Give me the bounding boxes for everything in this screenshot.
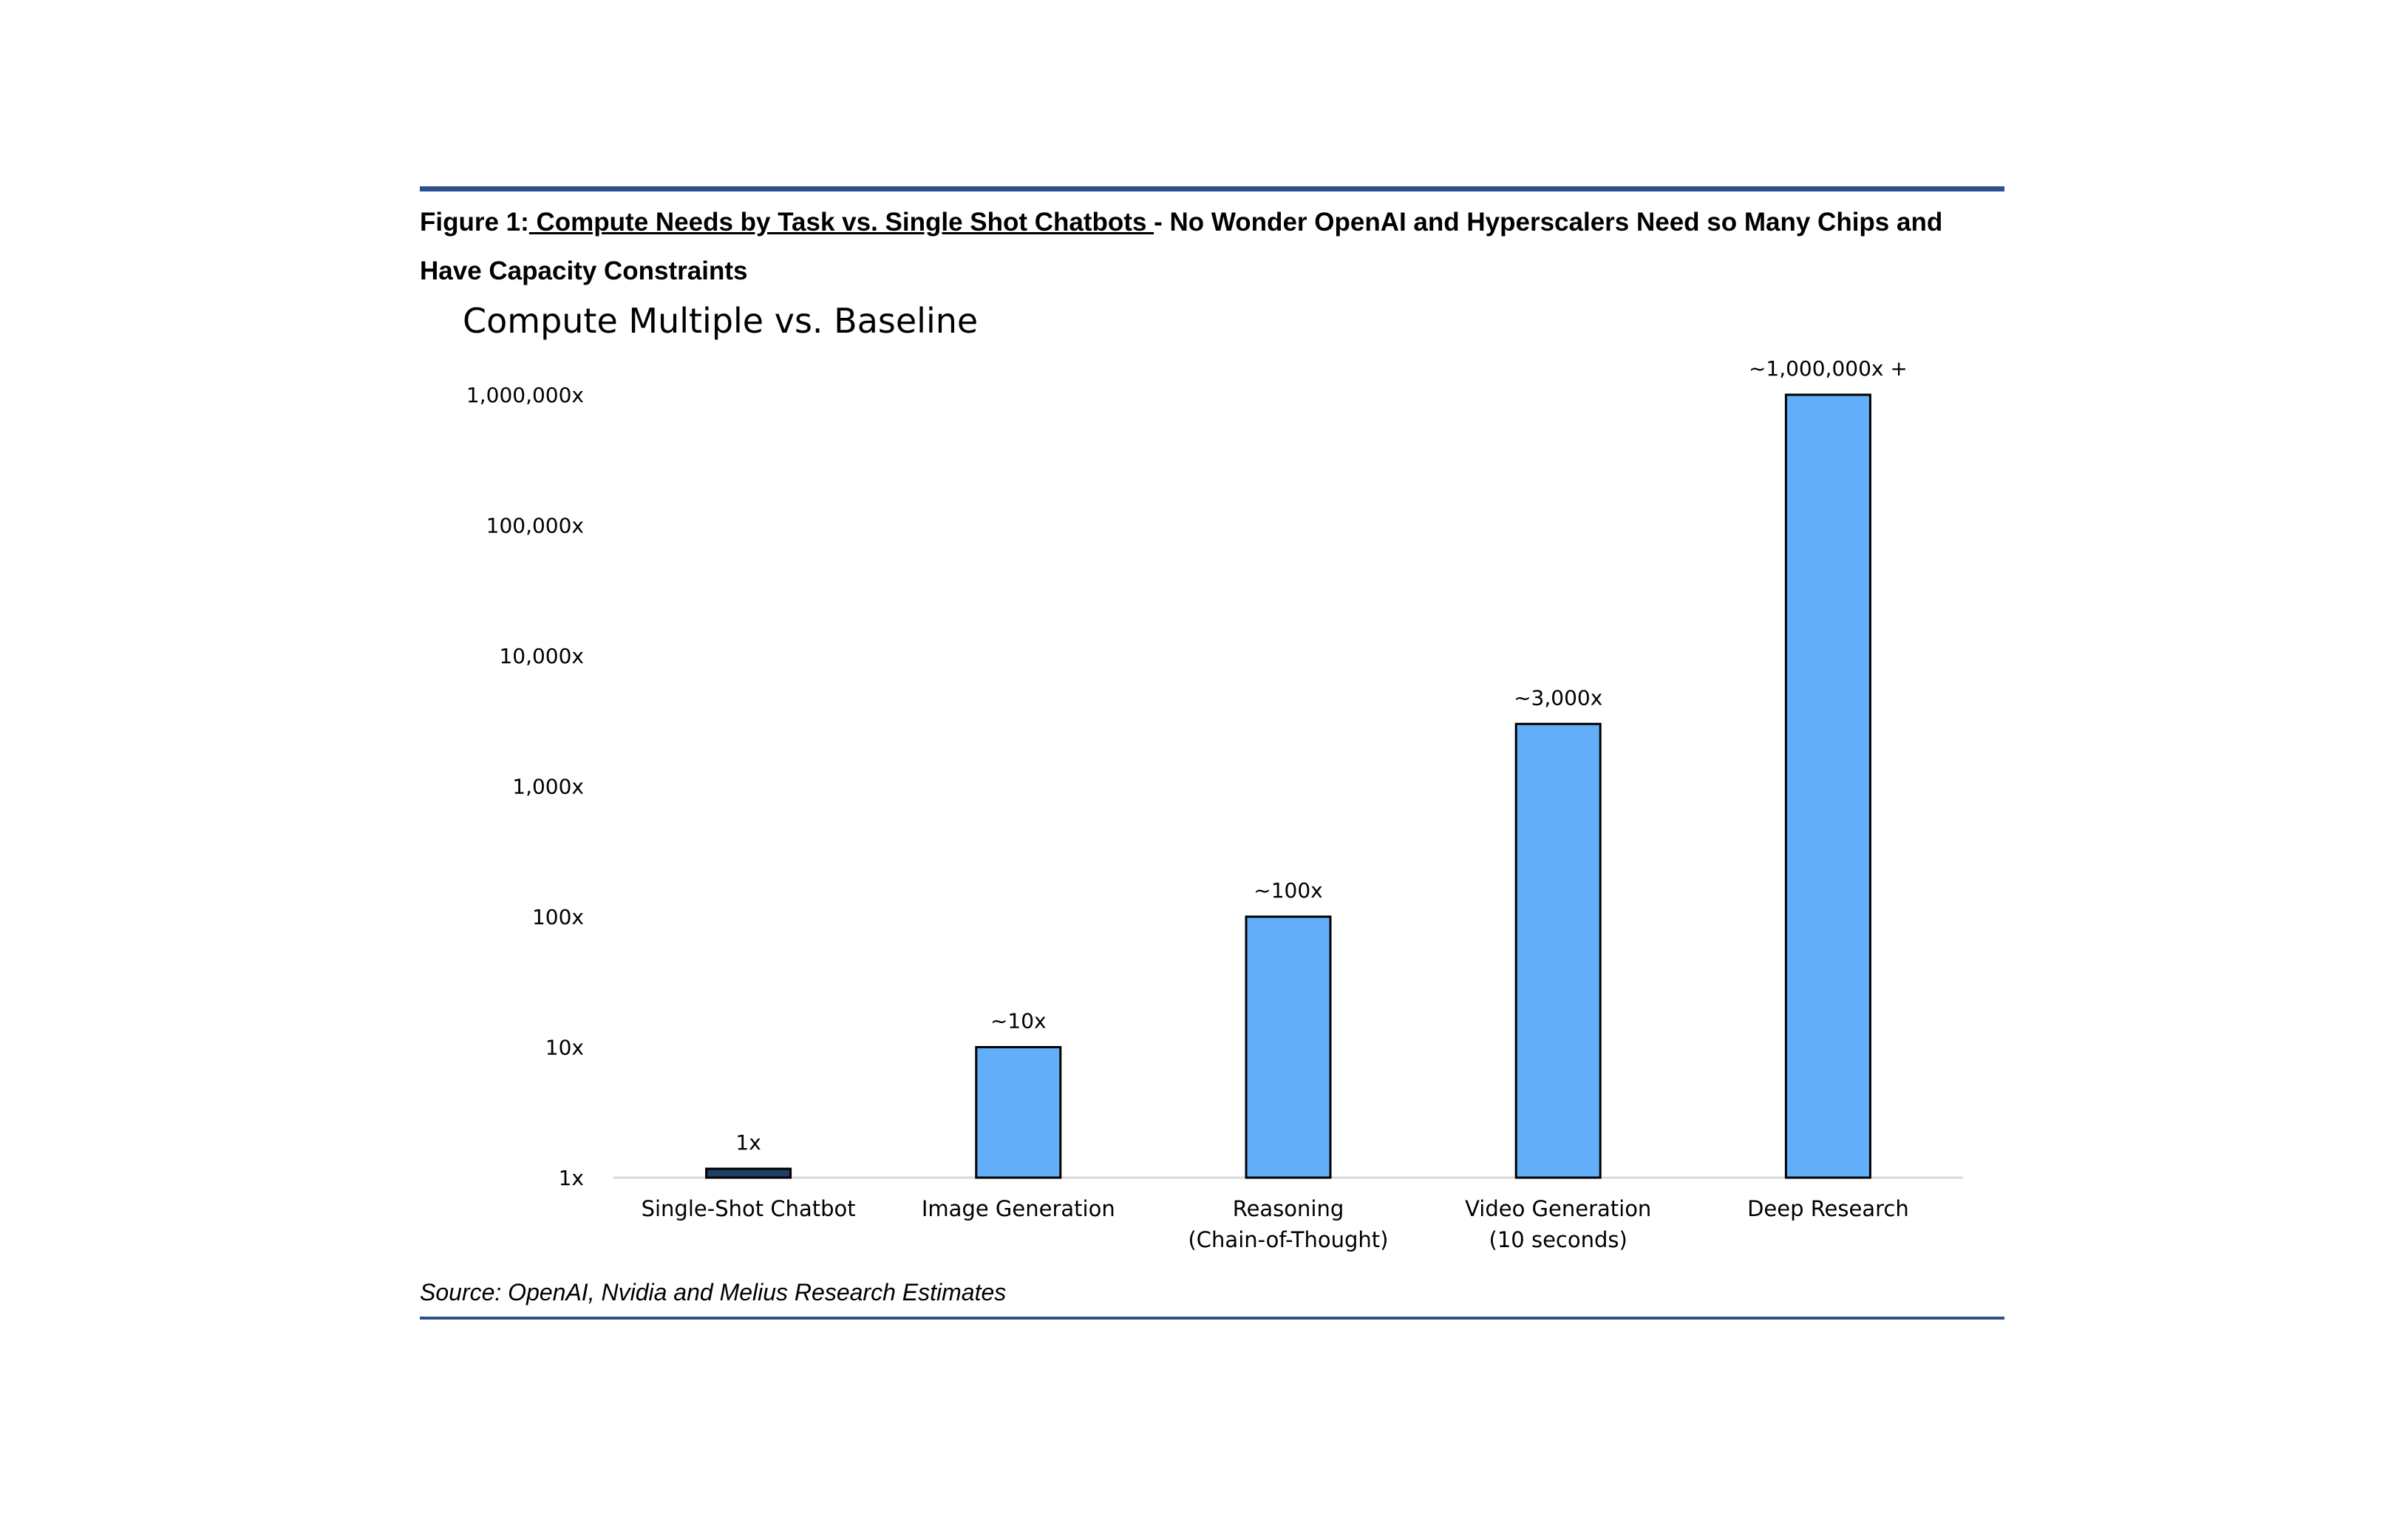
bars [705,393,1871,1179]
category-label-line: Reasoning [1233,1196,1344,1221]
category-label-line: Single-Shot Chatbot [642,1196,856,1221]
category-labels: Single-Shot Chatbot Image Generation Reaso… [642,1196,1909,1252]
data-labels: 1x ~10x ~100x ~3,000x ~1,000,000x + [735,356,1907,1155]
y-tick-label: 10,000x [499,644,584,668]
top-rule [420,186,2004,191]
data-label: ~100x [1254,878,1322,903]
source-note: Source: OpenAI, Nvidia and Melius Resear… [420,1279,1007,1306]
y-tick-label: 100,000x [486,514,584,538]
bar [1245,915,1332,1179]
category-label-line: Image Generation [922,1196,1115,1221]
category-label-line: (10 seconds) [1489,1227,1628,1252]
bar [1784,393,1871,1179]
caption-underlined: Compute Needs by Task vs. Single Shot Ch… [528,208,1154,237]
category-label-line: Deep Research [1747,1196,1909,1221]
category-label: Video Generation (10 seconds) [1465,1196,1651,1252]
y-axis-ticks: 1x 10x 100x 1,000x 10,000x 100,000x 1,000,000x [466,383,584,1190]
data-label: 1x [735,1130,761,1155]
figure-caption: Figure 1: Compute Needs by Task vs. Sing… [420,198,2004,296]
figure: Figure 1: Compute Needs by Task vs. Sing… [420,186,2004,1325]
category-label: Reasoning (Chain-of-Thought) [1188,1196,1388,1252]
y-tick-label: 1,000x [512,775,584,799]
category-label: Image Generation [922,1196,1115,1221]
caption-prefix: Figure 1: [420,208,529,237]
y-tick-label: 100x [532,905,584,929]
bar-chart: Compute Multiple vs. Baseline 1x10x100x1… [463,301,1963,1252]
bar [975,1046,1062,1179]
bar [705,1167,792,1179]
y-tick-label: 1x [559,1166,584,1190]
category-label-line: Video Generation [1465,1196,1651,1221]
bottom-rule [420,1317,2004,1320]
caption-rest: - No Wonder OpenAI and Hyperscalers Need… [420,208,1943,285]
category-label: Deep Research [1747,1196,1909,1221]
data-label: ~3,000x [1514,685,1602,710]
y-tick-label: 1,000,000x [466,383,584,407]
data-label: ~10x [990,1009,1047,1033]
category-label-line: (Chain-of-Thought) [1188,1227,1388,1252]
y-tick-label: 10x [545,1036,584,1060]
bar [1514,722,1602,1179]
chart-title: Compute Multiple vs. Baseline [463,301,978,341]
data-label: ~1,000,000x + [1749,356,1908,381]
category-label: Single-Shot Chatbot [642,1196,856,1221]
